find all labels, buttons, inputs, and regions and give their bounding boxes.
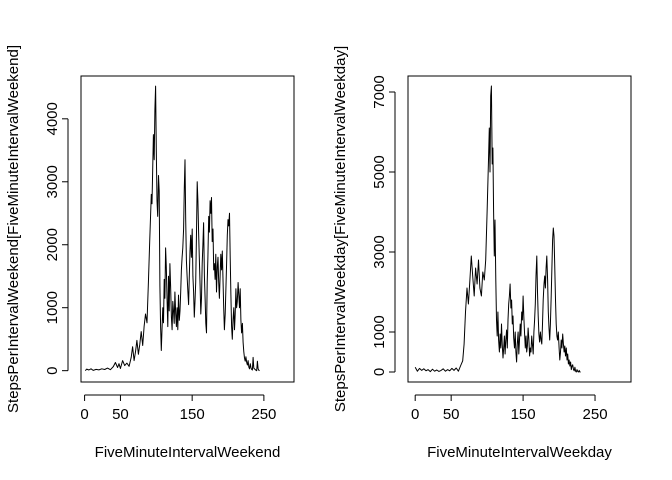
y-tick-label: 3000 [371,235,388,268]
y-tick-label: 3000 [44,165,61,198]
x-tick-label: 250 [251,406,276,423]
x-axis-title: FiveMinuteIntervalWeekend [95,444,281,461]
x-tick-label: 50 [112,406,129,423]
series-line [414,85,581,373]
x-tick-label: 0 [80,406,88,423]
x-tick-label: 50 [443,406,460,423]
y-tick-label: 1000 [44,291,61,324]
y-tick-label: 0 [44,366,61,374]
weekday-panel: 0 50 150 250 0 1000 3000 5000 7000 FiveMinuteInte… [332,46,632,461]
x-tick-label: 150 [511,406,536,423]
plot-box [80,75,295,383]
x-axis-title: FiveMinuteIntervalWeekday [427,444,612,461]
plot-box [407,75,632,383]
weekend-panel: 0 50 150 250 0 1000 2000 3000 4000 FiveMinuteInte… [5,45,295,461]
y-tick-label: 0 [371,368,388,376]
y-axis-title: StepsPerIntervalWeekday[FiveMinuteInterv… [332,46,349,412]
series-line [84,85,260,372]
y-tick-label: 5000 [371,155,388,188]
y-tick-label: 1000 [371,315,388,348]
y-tick-label: 7000 [371,75,388,108]
y-tick-label: 2000 [44,228,61,261]
x-tick-label: 150 [180,406,205,423]
x-tick-label: 250 [583,406,608,423]
y-tick-label: 4000 [44,102,61,135]
y-axis-title: StepsPerIntervalWeekend[FiveMinuteInterv… [5,45,22,413]
x-tick-label: 0 [411,406,419,423]
